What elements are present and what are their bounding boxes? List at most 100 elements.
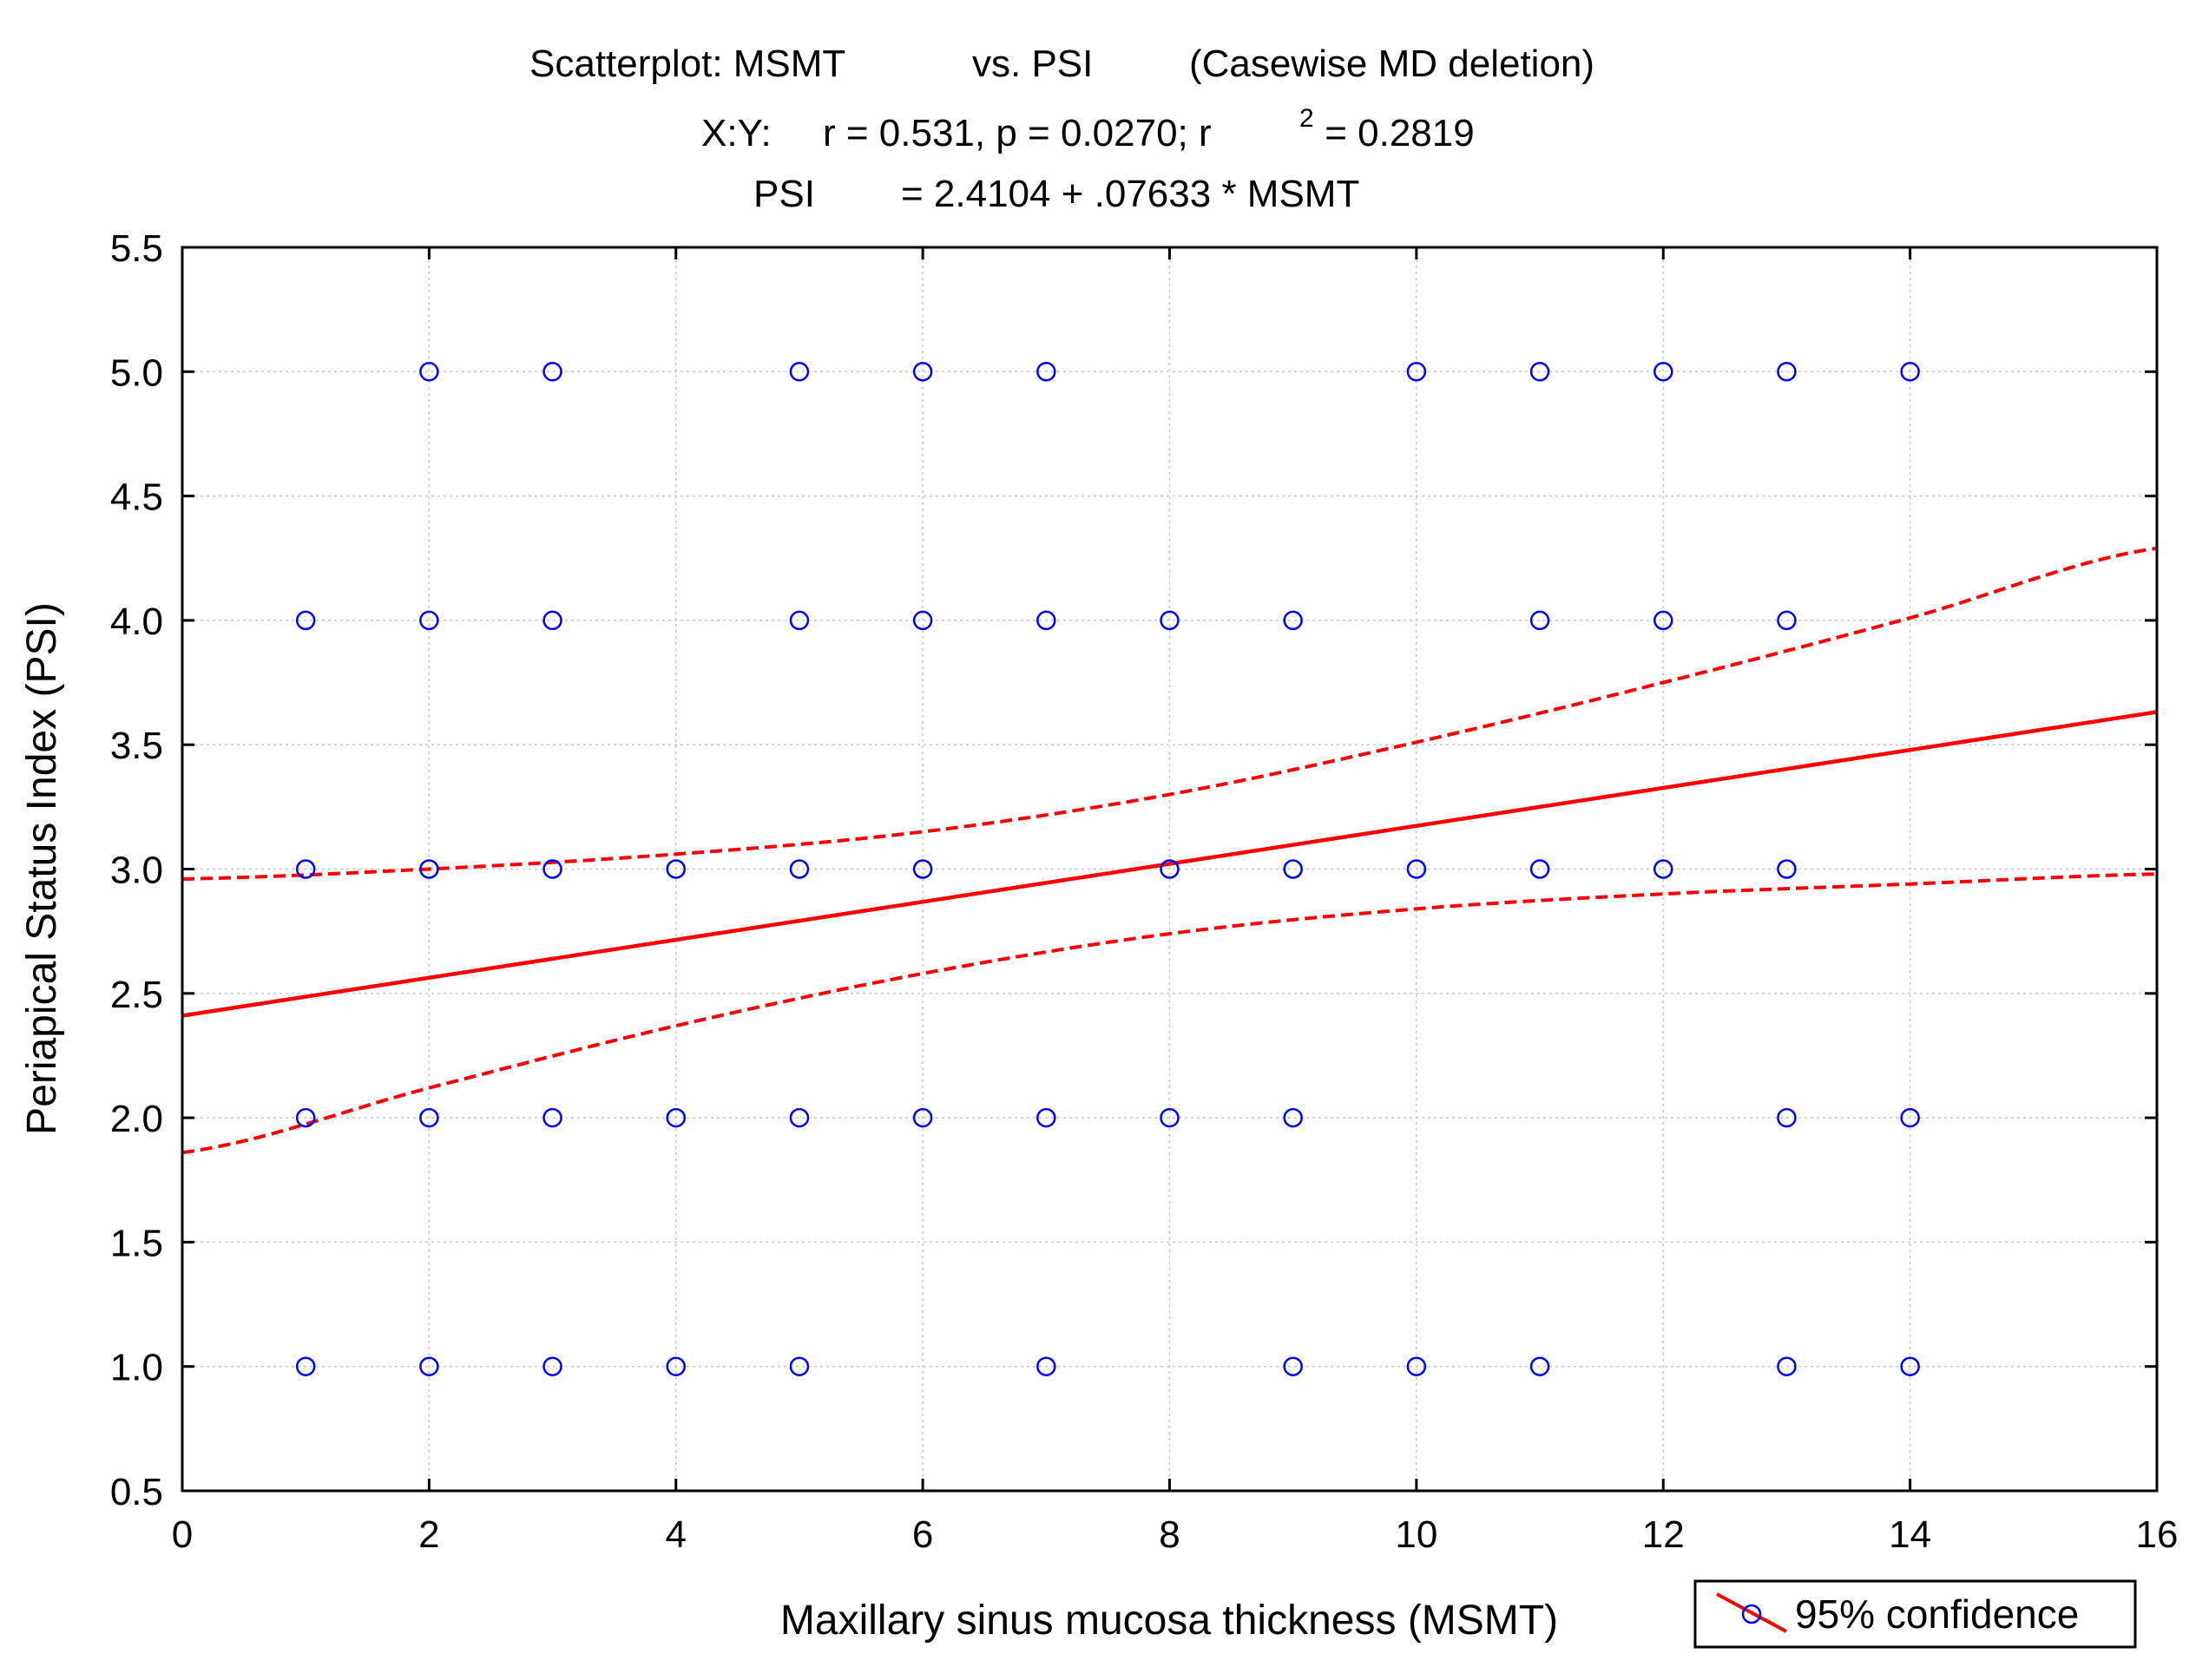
data-point-37 [789, 1107, 810, 1128]
data-point-12 [542, 610, 562, 631]
data-point-4 [1036, 362, 1056, 382]
x-tick-label-2: 4 [666, 1513, 687, 1556]
y-tick-label-4: 2.5 [110, 974, 163, 1016]
data-point-34 [419, 1107, 439, 1128]
data-point-27 [1160, 859, 1180, 879]
title-line3-part1: PSI [753, 173, 815, 215]
y-tick-label-9: 5.0 [110, 351, 163, 394]
data-point-32 [1777, 859, 1797, 879]
data-point-13 [789, 610, 810, 631]
data-point-47 [666, 1356, 686, 1376]
title-line2-part2: r = 0.531, p = 0.0270; r [823, 112, 1212, 154]
x-tick-label-4: 8 [1159, 1513, 1180, 1556]
title-line2-superscript: 2 [1299, 104, 1314, 133]
confidence-bands [181, 546, 2158, 1155]
y-axis-label: Periapical Status Index (PSI) [19, 602, 65, 1135]
regression-line-group [181, 710, 2158, 1018]
y-tick-label-7: 4.0 [110, 600, 163, 643]
data-point-41 [1283, 1107, 1303, 1128]
plot-area [181, 246, 2159, 1493]
data-point-7 [1653, 362, 1673, 382]
data-point-38 [912, 1107, 933, 1128]
data-point-19 [1653, 610, 1673, 631]
x-tick-label-7: 14 [1889, 1513, 1931, 1556]
data-point-36 [666, 1107, 686, 1128]
y-tick-labels: 0.5 1.0 1.5 2.0 2.5 3.0 3.5 4.0 4.5 5.0 5.5 [110, 227, 163, 1513]
data-point-28 [1283, 859, 1303, 879]
x-tick-label-8: 16 [2136, 1513, 2179, 1556]
data-point-22 [419, 859, 439, 879]
y-tick-label-8: 4.5 [110, 476, 163, 519]
data-point-20 [1777, 610, 1797, 631]
data-point-51 [1406, 1356, 1427, 1376]
data-point-43 [1900, 1107, 1920, 1128]
data-point-44 [295, 1356, 316, 1376]
y-tick-label-5: 3.0 [110, 850, 163, 892]
data-point-31 [1653, 859, 1673, 879]
legend-label: 95% confidence [1795, 1591, 2079, 1637]
data-points [295, 362, 1920, 1376]
y-tick-label-10: 5.5 [110, 227, 163, 270]
data-point-3 [912, 362, 933, 382]
title-line3-part2: = 2.4104 + .07633 * MSMT [901, 173, 1359, 215]
data-point-18 [1529, 610, 1550, 631]
data-point-21 [295, 859, 316, 879]
x-tick-labels: 0 2 4 6 8 10 12 14 16 [172, 1513, 2179, 1556]
data-point-0 [419, 362, 439, 382]
legend-line-sample [1716, 1592, 1787, 1633]
chart-title: Scatterplot: MSMT vs. PSI (Casewise MD d… [529, 43, 1594, 215]
data-point-42 [1777, 1107, 1797, 1128]
y-tick-label-1: 1.0 [110, 1347, 163, 1389]
y-tick-label-0: 0.5 [110, 1471, 163, 1513]
data-point-1 [542, 362, 562, 382]
data-point-26 [912, 859, 933, 879]
data-point-39 [1036, 1107, 1056, 1128]
data-point-46 [542, 1356, 562, 1376]
title-line1-part2: vs. PSI [972, 43, 1093, 85]
data-point-24 [666, 859, 686, 879]
data-point-14 [912, 610, 933, 631]
data-point-50 [1283, 1356, 1303, 1376]
data-point-33 [295, 1107, 316, 1128]
x-axis-label: Maxillary sinus mucosa thickness (MSMT) [780, 1598, 1558, 1644]
data-point-15 [1036, 610, 1056, 631]
data-point-16 [1160, 610, 1180, 631]
grid-lines [182, 247, 2157, 1491]
data-point-48 [789, 1356, 810, 1376]
legend: 95% confidence [1693, 1579, 2137, 1649]
y-tick-label-6: 3.5 [110, 725, 163, 767]
title-line1-part3: (Casewise MD deletion) [1189, 43, 1594, 85]
data-point-11 [419, 610, 439, 631]
data-point-17 [1283, 610, 1303, 631]
data-point-35 [542, 1107, 562, 1128]
data-point-52 [1529, 1356, 1550, 1376]
y-tick-label-3: 2.0 [110, 1098, 163, 1140]
data-point-40 [1160, 1107, 1180, 1128]
confidence-lower-line [181, 872, 2158, 1155]
data-point-54 [1900, 1356, 1920, 1376]
data-point-23 [542, 859, 562, 879]
x-tick-label-0: 0 [172, 1513, 193, 1556]
x-tick-label-3: 6 [912, 1513, 933, 1556]
confidence-upper-line [181, 546, 2158, 881]
legend-box [1693, 1579, 2137, 1649]
title-line2-part1: X:Y: [701, 112, 772, 154]
data-point-8 [1777, 362, 1797, 382]
x-tick-label-5: 10 [1395, 1513, 1437, 1556]
x-tick-label-6: 12 [1642, 1513, 1685, 1556]
data-point-10 [295, 610, 316, 631]
regression-line [181, 710, 2158, 1018]
data-point-2 [789, 362, 810, 382]
title-line1-part1: Scatterplot: MSMT [529, 43, 845, 85]
data-point-5 [1406, 362, 1427, 382]
title-line2-part3: = 0.2819 [1314, 112, 1475, 154]
axis-ticks [181, 246, 2159, 1493]
data-point-49 [1036, 1356, 1056, 1376]
data-point-9 [1900, 362, 1920, 382]
data-point-45 [419, 1356, 439, 1376]
data-point-25 [789, 859, 810, 879]
data-point-6 [1529, 362, 1550, 382]
data-point-29 [1406, 859, 1427, 879]
data-point-53 [1777, 1356, 1797, 1376]
